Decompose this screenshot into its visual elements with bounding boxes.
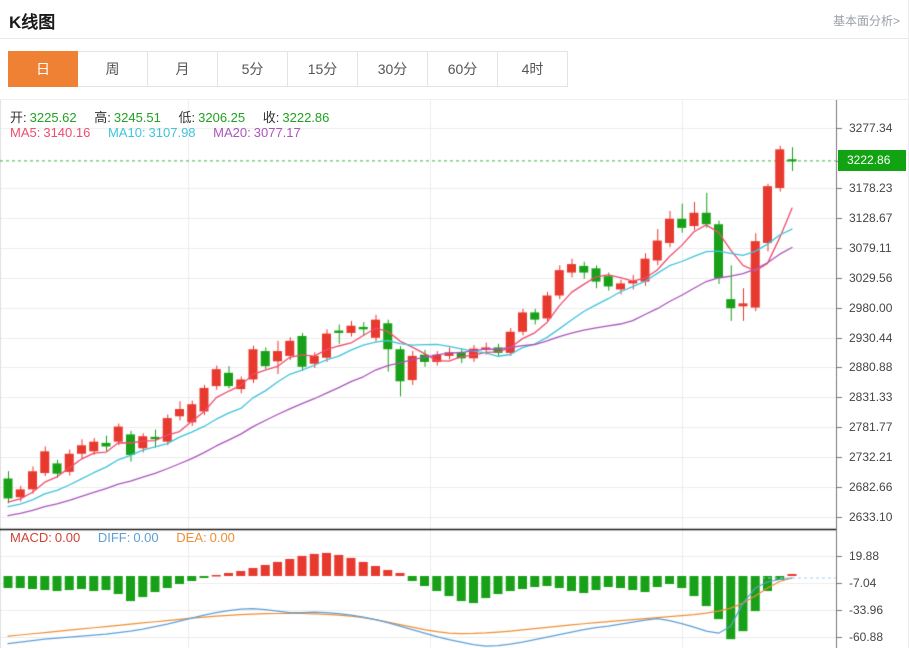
chart-area: 开: 3225.62 高: 3245.51 低: 3206.25 收: 3222.86 … [0, 100, 908, 648]
tab-bar-row: 日周月 5分 15分 30分 60分 4时 [0, 51, 908, 100]
high-value: 3245.51 [113, 110, 161, 125]
ma-legend: MA5: 3140.16 MA10: 3107.98 MA20: 3077.17 [10, 125, 315, 140]
fundamental-analysis-link[interactable]: 基本面分析> [832, 14, 900, 28]
high-label: 高: [94, 110, 111, 125]
ma10-value: 3107.98 [148, 125, 196, 140]
header: K线图 基本面分析> [0, 0, 908, 39]
tab-15分[interactable]: 15分 [288, 51, 358, 87]
low-label: 低: [178, 110, 196, 125]
tab-4时[interactable]: 4时 [498, 51, 568, 87]
macd-legend: MACD: 0.00 DIFF: 0.00 DEA: 0.00 [10, 530, 249, 545]
tab-bar: 日周月 5分 15分 30分 60分 4时 [8, 51, 908, 87]
tab-5分[interactable]: 5分 [218, 51, 288, 87]
dea-label: DEA: [176, 530, 207, 545]
ma20-value: 3077.17 [253, 125, 301, 140]
dea-value: 0.00 [209, 530, 235, 545]
macd-label: MACD: [10, 530, 52, 545]
tab-月[interactable]: 月 [148, 51, 218, 87]
macd-value: 0.00 [54, 530, 81, 545]
tab-日[interactable]: 日 [8, 51, 78, 87]
ma5-label: MA5: [10, 125, 41, 140]
diff-label: DIFF: [97, 530, 131, 545]
page-title: K线图 [9, 13, 56, 32]
diff-value: 0.00 [133, 530, 159, 545]
kline-legend: 开: 3225.62 高: 3245.51 低: 3206.25 收: 3222.86 [10, 107, 343, 126]
close-value: 3222.86 [282, 110, 330, 125]
open-label: 开: [10, 110, 27, 125]
open-value: 3225.62 [29, 110, 77, 125]
chart-canvas[interactable] [0, 100, 908, 648]
close-label: 收: [262, 110, 280, 125]
tab-30分[interactable]: 30分 [358, 51, 428, 87]
ma20-label: MA20: [213, 125, 251, 140]
low-value: 3206.25 [198, 110, 246, 125]
tab-60分[interactable]: 60分 [428, 51, 498, 87]
ma10-label: MA10: [107, 125, 146, 140]
ma5-value: 3140.16 [43, 125, 91, 140]
tab-周[interactable]: 周 [78, 51, 148, 87]
